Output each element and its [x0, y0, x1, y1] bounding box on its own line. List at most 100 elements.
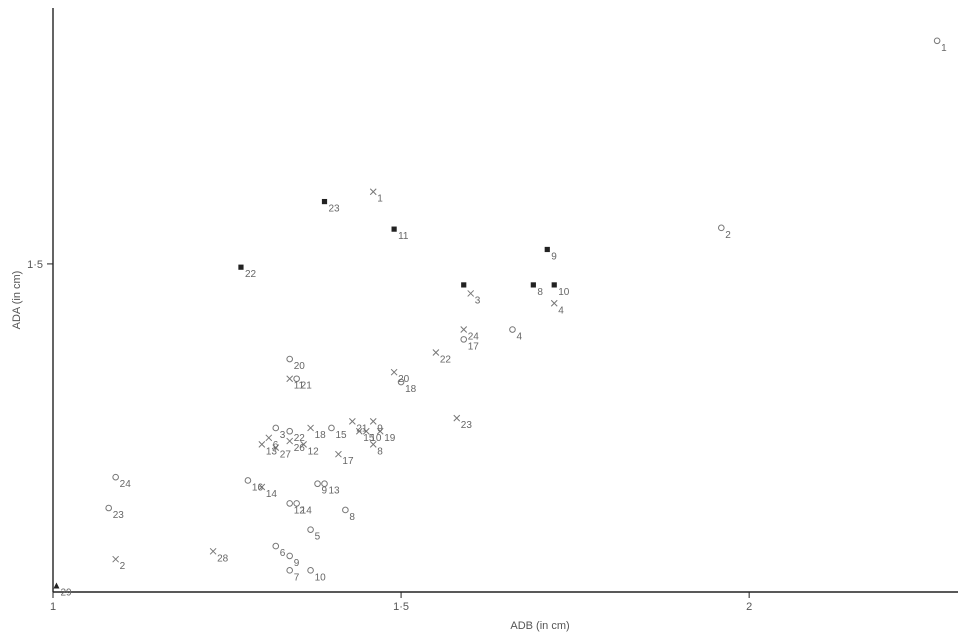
point-cross: [348, 418, 356, 425]
point-circle: [272, 542, 280, 550]
point-label: 20: [294, 361, 306, 372]
point-cross: [286, 437, 294, 445]
point-label: 22: [294, 433, 306, 444]
point-square: [321, 198, 328, 205]
point-square: [238, 264, 244, 270]
point-label: 2: [725, 230, 731, 241]
point-cross: [265, 434, 273, 442]
point-label: 3: [475, 295, 481, 306]
point-circle: [307, 567, 314, 574]
point-cross: [390, 368, 398, 376]
point-circle: [460, 336, 468, 343]
point-cross: [369, 188, 377, 196]
point-circle: [286, 500, 293, 507]
point-circle: [342, 506, 349, 514]
point-label: 8: [537, 287, 543, 298]
point-circle: [105, 504, 112, 512]
point-label: 23: [329, 204, 341, 215]
point-circle: [112, 473, 119, 481]
point-label: 14: [301, 505, 313, 516]
point-cross: [460, 326, 468, 333]
point-circle: [286, 567, 293, 574]
point-cross: [307, 424, 314, 432]
point-label: 22: [245, 269, 257, 280]
point-circle: [397, 378, 405, 386]
point-label: 1: [941, 43, 947, 54]
point-label: 17: [342, 456, 354, 467]
point-label: 28: [217, 553, 229, 564]
point-label: 24: [120, 479, 132, 490]
x-tick-label: 1·5: [393, 601, 409, 613]
point-label: 13: [266, 446, 278, 457]
point-circle: [272, 424, 280, 432]
point-label: 3: [280, 430, 286, 441]
point-label: 11: [398, 231, 409, 242]
data-points: [53, 37, 941, 589]
point-label: 4: [558, 305, 564, 316]
point-circle: [293, 375, 300, 383]
point-label: 8: [377, 446, 383, 457]
point-cross: [467, 290, 475, 297]
point-square: [530, 282, 536, 288]
point-label: 10: [558, 287, 570, 298]
point-square: [544, 246, 550, 253]
point-label: 26: [294, 443, 306, 454]
point-circle: [244, 477, 252, 484]
point-circle: [286, 552, 293, 560]
point-label: 13: [329, 486, 341, 497]
point-circle: [328, 424, 335, 432]
point-cross: [453, 414, 461, 422]
point-cross: [286, 375, 294, 383]
point-cross: [369, 418, 377, 425]
point-circle: [307, 526, 314, 533]
point-cross: [272, 444, 280, 451]
point-label: 12: [294, 505, 306, 516]
point-label: 6: [280, 548, 286, 559]
point-circle: [509, 326, 516, 333]
point-label: 10: [315, 572, 327, 583]
point-label: 18: [315, 430, 327, 441]
point-label: 9: [294, 558, 300, 569]
point-label: 21: [356, 423, 368, 434]
point-circle: [286, 355, 293, 363]
point-label: 5: [315, 532, 321, 543]
point-cross: [335, 450, 342, 458]
point-cross: [258, 483, 266, 491]
point-cross: [209, 547, 217, 555]
point-circle: [293, 500, 300, 507]
point-label: 15: [363, 433, 375, 444]
point-square: [391, 226, 397, 232]
point-label: 29: [60, 587, 72, 598]
point-cross: [258, 441, 266, 448]
point-circle: [286, 427, 293, 435]
x-tick-label: 1: [50, 601, 56, 613]
point-label: 18: [405, 384, 417, 395]
point-label: 6: [273, 440, 279, 451]
point-label: 4: [516, 332, 522, 343]
point-label: 8: [349, 512, 355, 523]
point-label: 2: [120, 561, 126, 572]
point-label: 23: [113, 510, 125, 521]
point-label: 27: [280, 450, 292, 461]
point-label: 22: [440, 354, 452, 365]
point-label: 14: [266, 489, 278, 500]
point-circle: [314, 480, 321, 488]
y-axis-title: ADA (in cm): [11, 271, 23, 330]
point-cross: [369, 441, 377, 448]
point-label: 9: [322, 486, 328, 497]
y-tick-label: 1·5: [27, 259, 43, 271]
axes: 1 1·5 2 1·5: [27, 8, 958, 613]
point-cross: [550, 299, 558, 307]
point-cross: [112, 555, 120, 563]
point-circle: [321, 480, 328, 488]
point-label: 16: [252, 482, 264, 493]
point-label: 20: [398, 374, 410, 385]
point-square: [461, 282, 467, 288]
point-label: 9: [377, 423, 383, 434]
point-cross: [376, 427, 384, 435]
x-axis-title: ADB (in cm): [510, 620, 569, 632]
point-label: 10: [370, 433, 382, 444]
point-cross: [362, 427, 370, 435]
